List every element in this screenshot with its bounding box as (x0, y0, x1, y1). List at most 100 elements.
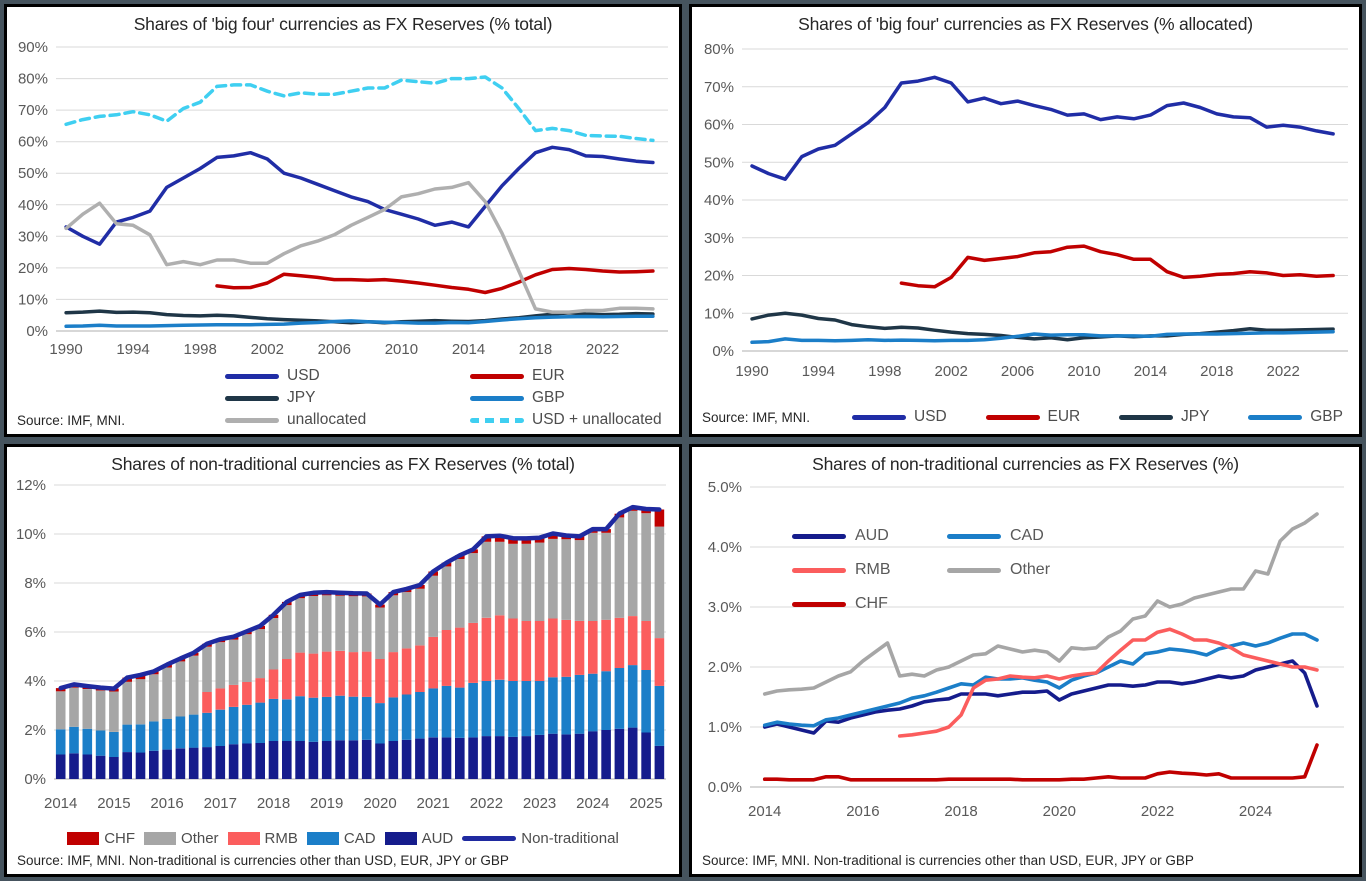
panel-bottom-left: Shares of non-traditional currencies as … (4, 444, 682, 877)
bar-AUD (95, 755, 105, 779)
bar-Other (587, 532, 598, 621)
legend-item-cad: CAD (947, 527, 1157, 545)
x-tick-label: 2024 (576, 795, 609, 812)
bar-AUD (188, 747, 198, 779)
bar-RMB (521, 621, 531, 681)
bar-Other (467, 553, 478, 623)
bar-AUD (334, 740, 345, 779)
bar-RMB (401, 648, 411, 695)
series-USD + unallocated (63, 75, 655, 143)
legend-label-other: Other (181, 830, 219, 847)
bar-Other (82, 689, 92, 729)
y-tick-label: 10% (15, 526, 45, 543)
bar-AUD (161, 749, 172, 779)
bar-RMB (534, 621, 544, 681)
big-four-allocated-legend: USD EUR JPY GBP (852, 408, 1343, 426)
aud-legend-swatch (384, 832, 417, 845)
bar-Other (507, 543, 518, 619)
bar-AUD (614, 728, 624, 779)
bar-RMB (241, 682, 252, 705)
y-tick-label: 3.0% (707, 599, 741, 616)
bar-RMB (308, 653, 318, 698)
x-tick-label: 1990 (735, 363, 768, 380)
x-tick-label: 2018 (256, 795, 289, 812)
x-tick-label: 2022 (1266, 363, 1299, 380)
panel-top-left: Shares of 'big four' currencies as FX Re… (4, 4, 682, 437)
legend-label-chf: CHF (855, 595, 888, 612)
source-note: Source: IMF, MNI. Non-traditional is cur… (702, 853, 1194, 868)
bar-CAD (507, 681, 518, 737)
series-CAD (762, 632, 1319, 728)
usd-legend-swatch (852, 414, 906, 420)
gbp-legend-swatch (1248, 414, 1303, 420)
bar-AUD (640, 732, 651, 779)
bar-AUD (68, 753, 79, 779)
x-tick-label: 2025 (629, 795, 662, 812)
legend-label-gbp: GBP (1310, 408, 1343, 425)
y-tick-label: 5.0% (707, 479, 741, 496)
bar-RMB (441, 630, 451, 686)
x-tick-label: 2014 (44, 795, 77, 812)
chf-legend-swatch (792, 601, 846, 607)
bar-CAD (241, 704, 252, 744)
y-tick-label: 2% (24, 722, 46, 739)
gbp-legend-swatch (470, 395, 524, 401)
bar-RMB (654, 638, 664, 686)
series-Non-traditional (57, 504, 662, 691)
bar-Other (427, 575, 438, 637)
bar-AUD (108, 756, 119, 779)
bar-Other (534, 542, 544, 621)
bar-CAD (534, 681, 544, 735)
bar-CAD (467, 683, 478, 738)
legend-item-cad: CAD (306, 830, 376, 847)
bar-CAD (55, 729, 65, 755)
bar-CAD (68, 726, 79, 754)
x-tick-label: 2016 (150, 795, 183, 812)
x-tick-label: 1994 (116, 341, 149, 358)
series-JPY (749, 311, 1335, 342)
bar-AUD (441, 737, 451, 779)
jpy-legend-swatch (225, 395, 279, 401)
legend-item-chf: CHF (67, 830, 135, 847)
eur-legend-swatch (470, 373, 524, 379)
bar-AUD (215, 745, 225, 779)
bar-AUD (467, 737, 478, 779)
legend-label-usd: USD (914, 408, 947, 425)
x-tick-label: 2002 (250, 341, 283, 358)
x-tick-label: 2024 (1238, 803, 1271, 820)
y-tick-label: 10% (17, 291, 47, 308)
series-EUR (214, 266, 655, 295)
other-legend-swatch (947, 567, 1001, 573)
bar-Other (241, 634, 252, 682)
source-note: Source: IMF, MNI. (17, 413, 126, 428)
bar-CAD (108, 732, 119, 757)
big-four-total-legend: USD EUR JPY GBP unallocated USD + unallo… (225, 367, 675, 429)
y-tick-label: 2.0% (707, 659, 741, 676)
bar-CAD (521, 681, 531, 737)
x-tick-label: 2019 (310, 795, 343, 812)
legend-label-unallocated: unallocated (287, 411, 367, 428)
bar-AUD (494, 736, 504, 779)
bar-Other (175, 661, 185, 717)
y-tick-label: 8% (24, 575, 46, 592)
bar-Other (600, 532, 611, 620)
x-tick-label: 1990 (49, 341, 82, 358)
bar-Other (148, 674, 159, 722)
bar-CAD (201, 712, 212, 748)
bar-Other (281, 605, 292, 659)
bar-Other (95, 690, 105, 731)
legend-label-jpy: JPY (1181, 408, 1210, 425)
panel-bottom-right: Shares of non-traditional currencies as … (689, 444, 1362, 877)
non-traditional-bar-plot: 0% 2% 4% 6% 8% 10% 12% 2014 2015 2016 2017 2018 2019… (15, 477, 666, 812)
y-tick-label: 0% (26, 323, 48, 340)
legend-item-eur: EUR (985, 408, 1080, 426)
bar-RMB (294, 652, 305, 697)
series-GBP (63, 314, 655, 329)
legend-item-gbp: GBP (470, 389, 675, 407)
bar-CAD (82, 728, 92, 755)
bar-CAD (268, 698, 278, 741)
legend-item-aud: AUD (792, 527, 947, 545)
bar-RMB (600, 619, 611, 672)
y-tick-label: 80% (17, 71, 47, 88)
